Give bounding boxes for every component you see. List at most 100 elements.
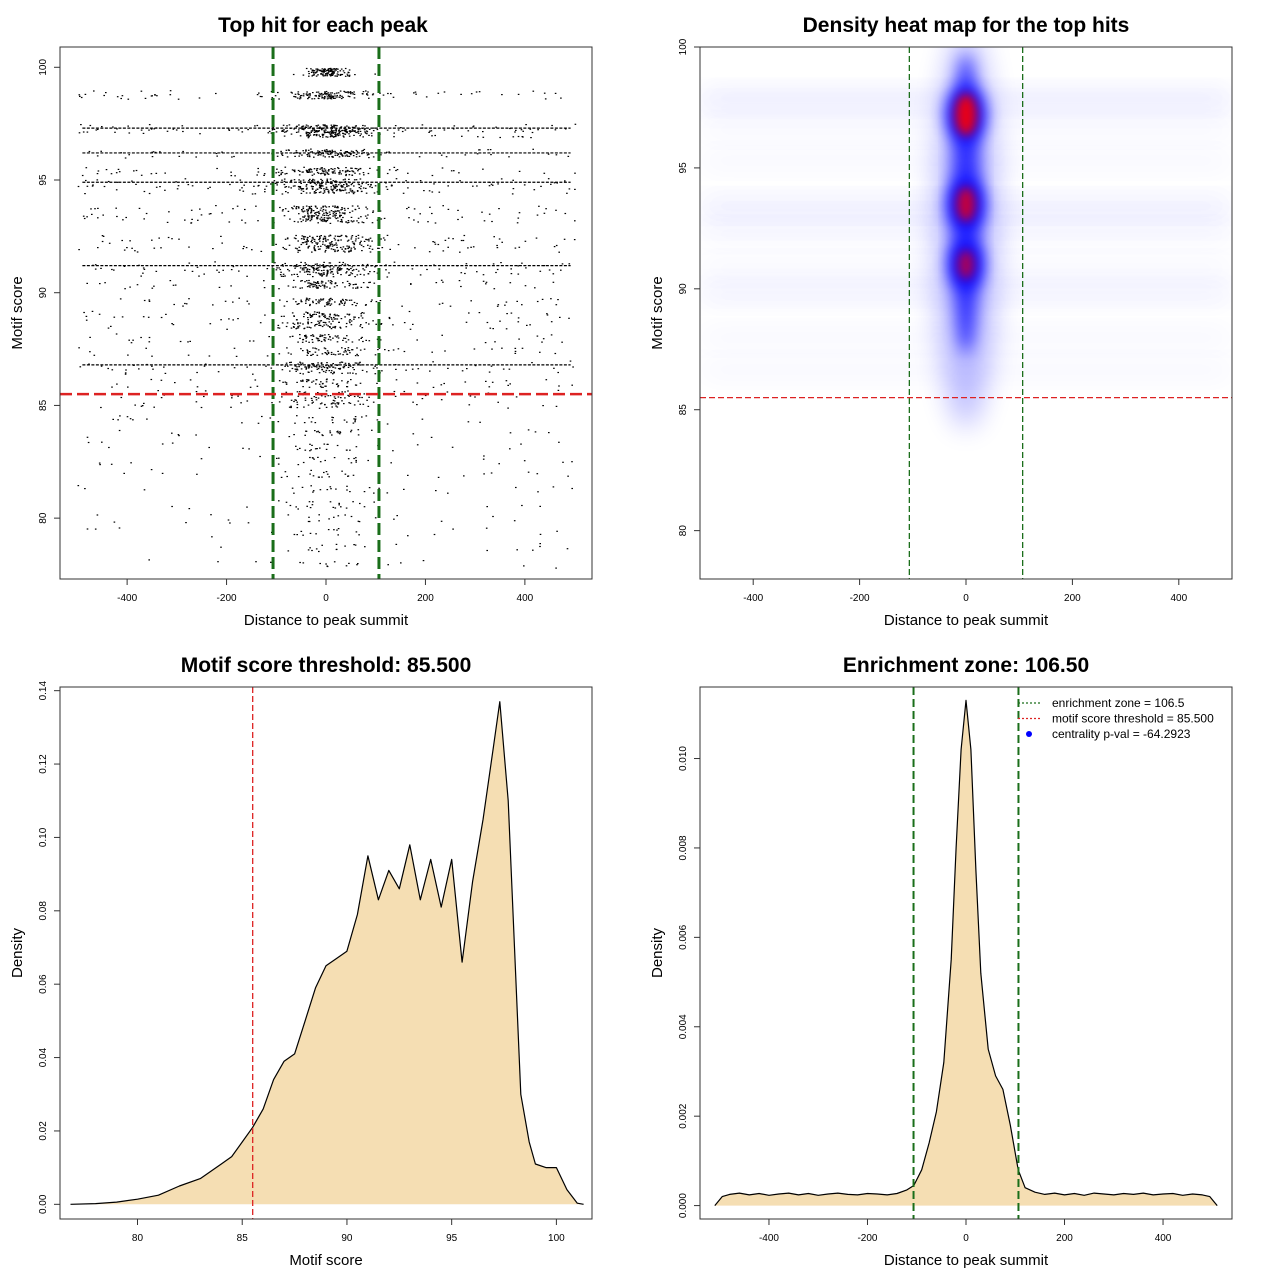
scatter-point [380, 238, 382, 240]
scatter-point [327, 301, 329, 303]
scatter-point [329, 136, 332, 138]
scatter-point [341, 208, 343, 210]
scatter-point [357, 395, 359, 397]
scatter-point [358, 339, 360, 341]
heat-hotspot-core [957, 249, 975, 280]
scatter-point [334, 335, 337, 337]
scatter-point [326, 443, 329, 445]
scatter-point [301, 125, 304, 127]
scatter-point [313, 458, 315, 460]
scatter-point [323, 98, 326, 100]
scatter-point [458, 172, 460, 174]
scatter-point [365, 187, 367, 189]
scatter-point [314, 182, 316, 185]
scatter-point [332, 126, 334, 128]
scatter-point [324, 352, 326, 354]
scatter-point [325, 220, 328, 222]
scatter-point [379, 300, 382, 302]
scatter-point [283, 180, 286, 182]
y-tick-label: 0.12 [38, 754, 49, 774]
scatter-point [368, 281, 370, 284]
scatter-point [462, 239, 465, 242]
scatter-point [314, 205, 317, 207]
scatter-point [358, 155, 361, 157]
scatter-point [306, 269, 309, 271]
scatter-point [336, 96, 338, 98]
scatter-point [306, 94, 308, 96]
scatter-point [292, 298, 295, 300]
scatter-point [359, 382, 362, 384]
scatter-point [336, 75, 338, 77]
scatter-point [306, 242, 308, 244]
scatter-point [300, 301, 303, 303]
scatter-point [433, 241, 436, 243]
scatter-point [340, 274, 342, 276]
scatter-point [374, 373, 377, 375]
scatter-point [334, 133, 337, 135]
scatter-point [354, 125, 357, 127]
scatter-point [289, 361, 291, 364]
scatter-point [259, 455, 261, 458]
scatter-point [327, 71, 330, 73]
scatter-point [514, 352, 517, 354]
scatter-point [305, 335, 307, 337]
scatter-point [349, 190, 352, 192]
scatter-point [347, 475, 349, 477]
scatter-point [326, 96, 329, 98]
scatter-point [354, 172, 356, 174]
scatter-point [310, 181, 312, 183]
scatter-point [242, 248, 244, 250]
scatter-point [336, 207, 338, 209]
scatter-point [307, 171, 310, 173]
scatter-point [98, 313, 101, 315]
scatter-point [488, 185, 491, 187]
scatter-point [332, 132, 334, 134]
scatter-point [363, 348, 366, 350]
scatter-point [111, 268, 113, 271]
scatter-point [441, 302, 444, 304]
scatter-point [347, 239, 350, 241]
scatter-point [350, 250, 352, 252]
scatter-point [329, 272, 332, 274]
scatter-point [325, 188, 327, 190]
scatter-point [328, 245, 330, 247]
scatter-point [331, 126, 333, 128]
scatter-point [338, 321, 340, 323]
scatter-point [319, 320, 321, 322]
scatter-point [277, 463, 280, 465]
scatter-point [552, 281, 555, 283]
scatter-point [339, 431, 341, 433]
heat-hotspot-core [955, 93, 977, 136]
scatter-point [373, 271, 376, 273]
scatter-point [318, 339, 321, 342]
scatter-point [312, 92, 314, 94]
scatter-point [316, 282, 318, 284]
scatter-point [329, 182, 332, 184]
scatter-point [312, 380, 315, 382]
scatter-point [320, 220, 323, 222]
scatter-point [330, 168, 332, 170]
scatter-point [331, 268, 334, 270]
scatter-point [357, 355, 359, 357]
scatter-point [467, 247, 469, 249]
scatter-point [349, 283, 352, 285]
scatter-point [89, 336, 91, 338]
scatter-point [307, 404, 310, 406]
scatter-point [371, 240, 373, 242]
scatter-point [321, 97, 323, 99]
scatter-point [347, 347, 350, 349]
scatter-point [517, 265, 519, 267]
scatter-point [346, 421, 348, 423]
scatter-point [344, 130, 347, 132]
scatter-point [302, 171, 304, 173]
scatter-point [78, 132, 81, 134]
scatter-point [241, 422, 243, 424]
scatter-point [315, 125, 318, 127]
scatter-point [560, 269, 562, 271]
scatter-point [322, 93, 324, 96]
scatter-point [539, 533, 542, 535]
heat-hotspot-core [956, 186, 976, 222]
scatter-point [175, 181, 177, 183]
scatter-point [287, 352, 290, 354]
scatter-point [315, 268, 317, 270]
